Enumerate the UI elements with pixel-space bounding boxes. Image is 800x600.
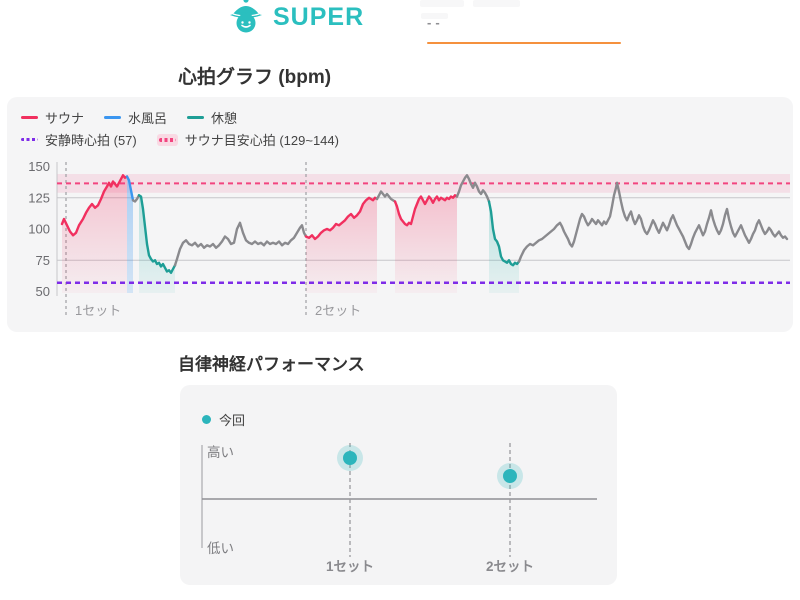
legend-item-sauna: サウナ xyxy=(21,108,84,127)
skeleton-block-1 xyxy=(420,0,464,7)
performance-legend: 今回 xyxy=(202,410,245,429)
svg-text:150: 150 xyxy=(28,159,50,174)
performance-panel: 今回 高い低い 1セット 2セット xyxy=(180,385,617,585)
skeleton-block-3 xyxy=(421,13,448,19)
legend-label: 安静時心拍 (57) xyxy=(45,133,137,148)
legend-label: 水風呂 xyxy=(128,111,168,126)
date-value-placeholder: -- xyxy=(427,15,444,30)
svg-text:1セット: 1セット xyxy=(326,559,374,574)
svg-text:低い: 低い xyxy=(207,541,234,556)
sauna-hat-icon xyxy=(230,0,262,33)
performance-title: 自律神経パフォーマンス xyxy=(178,355,365,374)
brand-name: SUPER xyxy=(273,2,365,31)
svg-text:高い: 高い xyxy=(207,444,234,460)
legend-row-phases: サウナ 水風呂 休憩 xyxy=(21,108,339,127)
date-field-underline xyxy=(427,42,621,44)
heart-rate-panel: サウナ 水風呂 休憩 安静時心拍 (57) サウナ目安心拍 xyxy=(7,97,793,332)
svg-text:1セット: 1セット xyxy=(75,303,121,318)
current-session-dot-swatch xyxy=(202,415,211,424)
legend-label: サウナ xyxy=(45,111,85,126)
target-hr-band-swatch xyxy=(156,133,178,146)
legend-item-rest: 休憩 xyxy=(187,108,237,127)
legend-label: サウナ目安心拍 (129~144) xyxy=(184,133,339,148)
resting-hr-dotted-swatch xyxy=(21,137,38,142)
svg-text:75: 75 xyxy=(36,253,50,268)
heart-rate-chart: 150 125 100 75 50 1セット 2セット xyxy=(28,159,790,318)
legend-label: 今回 xyxy=(219,413,246,428)
svg-text:2セット: 2セット xyxy=(486,559,534,574)
svg-text:2セット: 2セット xyxy=(315,303,361,318)
svg-text:50: 50 xyxy=(36,284,50,299)
legend-item-target-hr: サウナ目安心拍 (129~144) xyxy=(156,130,339,149)
rest-line-swatch xyxy=(187,115,205,120)
legend-item-water: 水風呂 xyxy=(104,108,167,127)
brand-logo: SUPER xyxy=(227,0,364,33)
legend-label: 休憩 xyxy=(211,111,238,126)
legend-item-resting-hr: 安静時心拍 (57) xyxy=(21,130,137,149)
date-field[interactable]: -- xyxy=(427,14,621,44)
sauna-line-swatch xyxy=(21,115,38,120)
svg-text:100: 100 xyxy=(28,222,50,237)
water-line-swatch xyxy=(104,115,122,120)
heart-rate-title: 心拍グラフ (bpm) xyxy=(178,67,332,88)
skeleton-block-2 xyxy=(473,0,520,7)
heart-rate-legend: サウナ 水風呂 休憩 安静時心拍 (57) サウナ目安心拍 xyxy=(21,108,339,149)
target-hr-dotted-swatch xyxy=(158,138,176,142)
svg-text:125: 125 xyxy=(28,190,50,205)
legend-row-reference: 安静時心拍 (57) サウナ目安心拍 (129~144) xyxy=(21,130,339,149)
